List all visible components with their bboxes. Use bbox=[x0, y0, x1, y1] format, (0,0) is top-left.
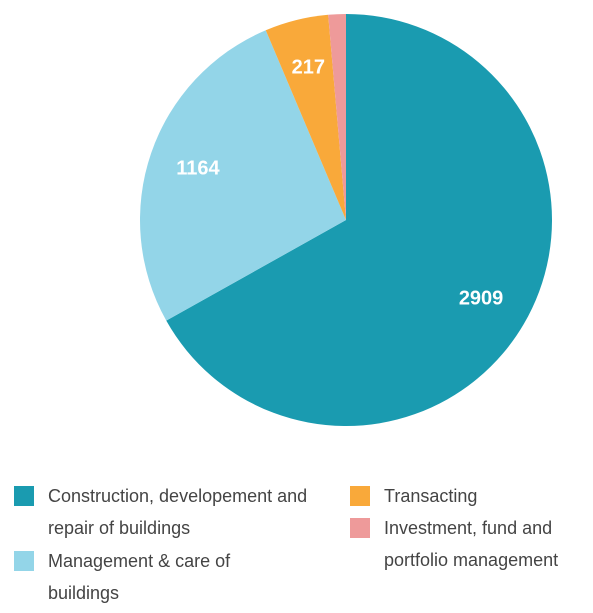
legend-label: Investment, fund and portfolio managemen… bbox=[384, 518, 559, 570]
legend-label: Transacting bbox=[384, 486, 478, 506]
legend-item: Management & care of buildings bbox=[14, 545, 274, 609]
chart: 2909 1164 217 bbox=[140, 14, 553, 426]
legend-label: Management & care of buildings bbox=[48, 551, 231, 603]
legend-swatch bbox=[350, 518, 370, 538]
legend-item: Transacting bbox=[350, 480, 580, 512]
pie-slice bbox=[328, 14, 346, 220]
legend-swatch bbox=[14, 486, 34, 506]
slice-label: 1164 bbox=[176, 158, 220, 180]
pie-slice bbox=[265, 14, 346, 221]
legend-swatch bbox=[14, 551, 34, 571]
legend-item: Investment, fund and portfolio managemen… bbox=[350, 512, 590, 576]
pie-slice bbox=[166, 14, 553, 426]
legend-label: Construction, developement and repair of… bbox=[48, 486, 308, 538]
slice-label: 2909 bbox=[459, 287, 504, 309]
legend-item: Construction, developement and repair of… bbox=[14, 480, 314, 544]
legend-swatch bbox=[350, 486, 370, 506]
pie-slice bbox=[140, 30, 346, 321]
slice-label: 217 bbox=[292, 56, 325, 78]
